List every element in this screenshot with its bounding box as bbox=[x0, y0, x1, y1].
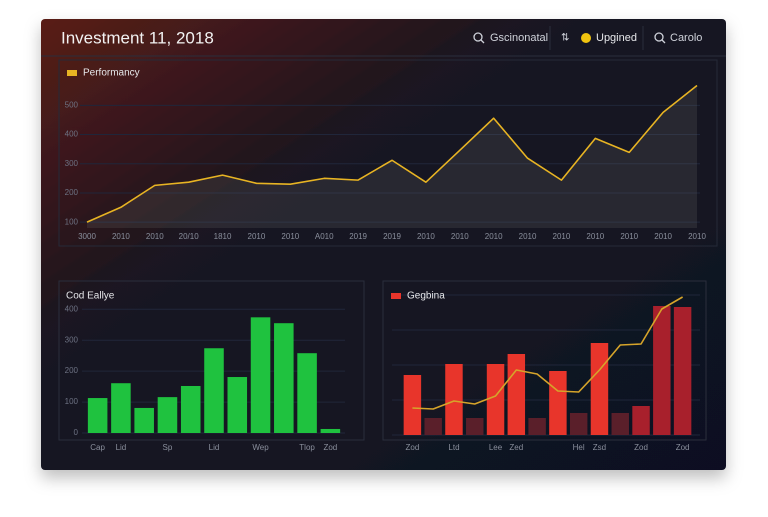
search-icon bbox=[654, 32, 666, 44]
x-tick-label: Ltd bbox=[448, 443, 459, 452]
bar bbox=[445, 364, 463, 435]
header-item[interactable]: Gscinonatal bbox=[490, 32, 548, 44]
y-tick-label: 0 bbox=[74, 428, 79, 437]
bar bbox=[486, 364, 505, 435]
line bbox=[412, 296, 684, 410]
y-tick-label: 400 bbox=[65, 304, 79, 313]
header-item[interactable]: Upgined bbox=[596, 32, 637, 44]
y-tick-label: 100 bbox=[65, 397, 79, 406]
y-tick-label: 200 bbox=[65, 188, 79, 197]
x-tick-label: 2010 bbox=[248, 232, 266, 241]
x-tick-label: 2010 bbox=[688, 232, 706, 241]
bar bbox=[549, 371, 567, 435]
legend-label: Cod Eallye bbox=[66, 291, 115, 302]
x-tick-label: Wep bbox=[252, 443, 269, 452]
bar bbox=[274, 323, 294, 433]
x-tick-label: Lid bbox=[209, 443, 220, 452]
bar bbox=[653, 306, 671, 435]
bar bbox=[403, 375, 422, 435]
legend-swatch bbox=[391, 293, 401, 299]
bar bbox=[157, 397, 178, 433]
bar bbox=[611, 413, 629, 435]
y-tick-label: 100 bbox=[65, 217, 79, 226]
x-tick-label: A010 bbox=[315, 232, 334, 241]
bar bbox=[180, 385, 201, 433]
bar bbox=[87, 398, 108, 433]
x-tick-label: 2010 bbox=[620, 232, 638, 241]
x-tick-label: 2019 bbox=[383, 232, 401, 241]
x-tick-label: Lee bbox=[489, 443, 503, 452]
x-tick-label: Lid bbox=[116, 443, 127, 452]
x-tick-label: Cap bbox=[90, 443, 105, 452]
x-tick-label: 3000 bbox=[78, 232, 96, 241]
bar bbox=[204, 348, 224, 433]
x-tick-label: Zsd bbox=[593, 443, 606, 452]
x-tick-label: 2010 bbox=[281, 232, 299, 241]
bar bbox=[632, 406, 650, 435]
x-tick-label: 2010 bbox=[553, 232, 571, 241]
x-tick-label: Zod bbox=[676, 443, 690, 452]
panel bbox=[58, 59, 718, 247]
y-tick-label: 200 bbox=[65, 366, 79, 375]
y-tick-label: 500 bbox=[65, 100, 79, 109]
bar bbox=[528, 418, 546, 435]
bar bbox=[590, 343, 609, 435]
x-tick-label: 2010 bbox=[519, 232, 537, 241]
bar bbox=[466, 418, 484, 435]
panel bbox=[58, 280, 365, 441]
bar bbox=[227, 377, 248, 433]
x-tick-label: 2010 bbox=[654, 232, 672, 241]
x-tick-label: 2010 bbox=[451, 232, 469, 241]
header-item[interactable]: Carolo bbox=[670, 32, 702, 44]
x-tick-label: 2019 bbox=[349, 232, 367, 241]
y-tick-label: 300 bbox=[65, 159, 79, 168]
x-tick-label: 2010 bbox=[586, 232, 604, 241]
bar bbox=[320, 428, 341, 433]
title: Investment 11, 2018 bbox=[61, 28, 214, 47]
bar bbox=[134, 407, 154, 433]
bar bbox=[297, 353, 317, 433]
legend-swatch bbox=[67, 70, 77, 76]
bar bbox=[111, 383, 131, 433]
icon: ⇅ bbox=[561, 33, 569, 44]
status-dot bbox=[581, 33, 591, 43]
legend-label: Gegbina bbox=[407, 291, 445, 302]
x-tick-label: 2010 bbox=[146, 232, 164, 241]
x-tick-label: Zod bbox=[323, 443, 337, 452]
bar bbox=[424, 418, 442, 435]
y-tick-label: 400 bbox=[65, 130, 79, 139]
x-tick-label: Zed bbox=[509, 443, 523, 452]
x-tick-label: Zod bbox=[634, 443, 648, 452]
area bbox=[87, 85, 697, 228]
x-tick-label: 20/10 bbox=[179, 232, 200, 241]
bar bbox=[673, 307, 692, 435]
x-tick-label: Sp bbox=[163, 443, 173, 452]
bar bbox=[250, 317, 271, 433]
search-icon bbox=[473, 32, 485, 44]
x-tick-label: 2010 bbox=[417, 232, 435, 241]
bar bbox=[569, 413, 588, 435]
x-tick-label: Tlop bbox=[299, 443, 315, 452]
bar bbox=[507, 354, 526, 435]
x-tick-label: Zod bbox=[405, 443, 419, 452]
x-tick-label: 2010 bbox=[112, 232, 130, 241]
x-tick-label: Hel bbox=[573, 443, 585, 452]
x-tick-label: 2010 bbox=[485, 232, 503, 241]
legend-label: Performancy bbox=[83, 68, 140, 79]
panel bbox=[382, 280, 707, 441]
line bbox=[86, 84, 698, 223]
y-tick-label: 300 bbox=[65, 335, 79, 344]
x-tick-label: 1810 bbox=[214, 232, 232, 241]
